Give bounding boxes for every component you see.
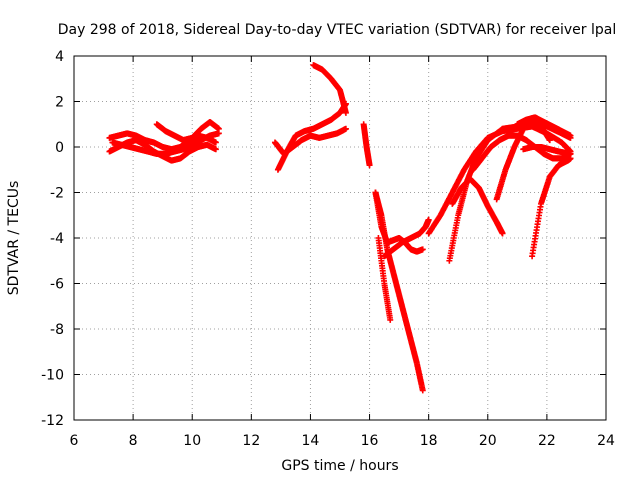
series-arc18: [529, 155, 574, 260]
y-tick-label: 0: [55, 140, 64, 156]
chart-title: Day 298 of 2018, Sidereal Day-to-day VTE…: [58, 22, 616, 38]
plus-marker: [567, 132, 574, 139]
x-tick-label: 8: [129, 433, 138, 449]
series-arc19: [520, 144, 574, 157]
x-tick-label: 6: [70, 433, 79, 449]
plus-marker: [387, 316, 394, 323]
y-tick-label: -2: [50, 186, 64, 202]
y-tick-label: -8: [50, 322, 64, 338]
plus-marker: [546, 137, 553, 144]
plus-marker: [366, 162, 373, 169]
x-tick-label: 20: [479, 433, 497, 449]
x-tick-label: 12: [242, 433, 260, 449]
series-arc10: [381, 216, 432, 260]
x-axis-title: GPS time / hours: [281, 458, 398, 474]
y-axis-title: SDTVAR / TECUs: [6, 181, 22, 296]
series-arc1: [106, 130, 219, 153]
plus-marker: [342, 125, 349, 132]
x-tick-label: 16: [361, 433, 379, 449]
series-arc5: [271, 125, 349, 157]
series-arc11: [372, 189, 426, 394]
y-tick-label: -12: [41, 413, 64, 429]
y-tick-label: 2: [55, 95, 64, 111]
plus-marker: [342, 109, 349, 116]
y-tick-label: -6: [50, 277, 64, 293]
y-tick-label: 4: [55, 49, 64, 65]
series-arc8: [360, 121, 373, 169]
series-arc4: [153, 118, 222, 144]
x-tick-label: 14: [302, 433, 320, 449]
plus-marker: [419, 246, 426, 253]
plus-marker: [212, 146, 219, 153]
x-tick-label: 18: [420, 433, 438, 449]
series-arc20: [514, 114, 574, 139]
plus-marker: [499, 230, 506, 237]
plus-marker: [212, 139, 219, 146]
series-arc7: [310, 62, 349, 116]
data-points: [106, 62, 574, 394]
series-arc6: [274, 100, 349, 173]
x-tick-label: 22: [538, 433, 556, 449]
plus-marker: [425, 216, 432, 223]
plus-marker: [215, 125, 222, 132]
series-arc3: [109, 130, 222, 157]
plus-marker: [419, 387, 426, 394]
y-tick-label: -4: [50, 231, 64, 247]
series-arc12: [375, 235, 394, 323]
x-tick-label: 24: [597, 433, 615, 449]
y-tick-label: -10: [41, 368, 64, 384]
plus-marker: [567, 150, 574, 157]
x-tick-label: 10: [183, 433, 201, 449]
series-arc15: [449, 175, 506, 237]
